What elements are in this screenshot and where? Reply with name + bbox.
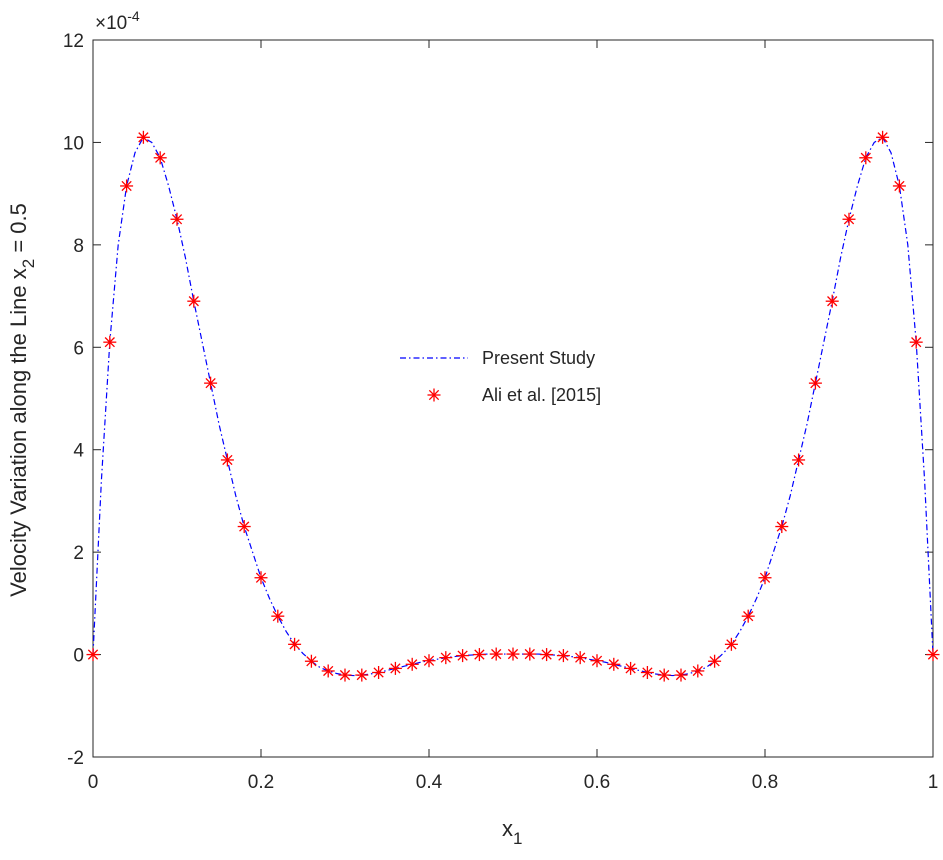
ali-2015-data-point	[304, 654, 318, 668]
x-tick-label: 0.6	[584, 772, 610, 793]
y-axis-label-prefix: Velocity Variation along the Line x	[6, 268, 31, 597]
ali-2015-data-point	[489, 647, 503, 661]
ali-2015-data-point	[825, 294, 839, 308]
ali-2015-data-point	[220, 453, 234, 467]
ali-2015-data-point	[842, 212, 856, 226]
ali-2015-data-point	[456, 649, 470, 663]
ali-2015-data-point	[775, 520, 789, 534]
y-axis-label-sub: 2	[19, 259, 38, 268]
y-exponent-label: ×10-4	[95, 8, 140, 34]
ali-2015-data-point	[708, 654, 722, 668]
ali-2015-data-point	[657, 668, 671, 682]
y-tick-label: 2	[73, 543, 84, 564]
ali-2015-data-point	[472, 648, 486, 662]
ali-2015-data-point	[103, 335, 117, 349]
ali-2015-data-point	[691, 664, 705, 678]
legend-label-ali: Ali et al. [2015]	[482, 385, 601, 405]
ali-2015-data-point	[204, 376, 218, 390]
y-tick-label: 6	[73, 338, 84, 359]
x-tick-label: 0.2	[248, 772, 274, 793]
ali-2015-data-point	[86, 648, 100, 662]
ali-2015-data-point	[758, 571, 772, 585]
ali-2015-data-point	[590, 654, 604, 668]
ali-2015-data-point	[607, 657, 621, 671]
ali-2015-data-point	[926, 648, 940, 662]
plot-series	[86, 130, 940, 682]
ali-2015-data-point	[288, 637, 302, 651]
ali-2015-data-point	[120, 179, 134, 193]
ali-2015-data-point	[741, 609, 755, 623]
ali-2015-data-point	[506, 647, 520, 661]
x-axis-label: x1	[502, 816, 522, 848]
legend-asterisk-marker	[427, 388, 441, 402]
x-axis-label-base: x	[502, 816, 513, 841]
legend-asterisk	[427, 388, 441, 402]
y-tick-label: 8	[73, 236, 84, 257]
y-exponent-sup: -4	[127, 8, 140, 24]
ali-2015-data-point	[422, 654, 436, 668]
axes-box	[92, 39, 934, 758]
y-axis-label: Velocity Variation along the Line x2 = 0…	[6, 203, 38, 597]
ali-2015-data-point	[170, 212, 184, 226]
ali-2015-data-point	[859, 151, 873, 165]
legend: Present Study Ali et al. [2015]	[400, 348, 601, 405]
ali-2015-data-point	[338, 668, 352, 682]
ali-2015-data-point	[355, 668, 369, 682]
ali-2015-data-point	[909, 335, 923, 349]
ali-2015-data-point	[523, 647, 537, 661]
series-present-study-line	[92, 136, 934, 677]
ali-2015-data-point	[540, 648, 554, 662]
y-tick-label: -2	[67, 748, 84, 769]
ali-2015-data-point	[372, 665, 386, 679]
y-tick-label: 12	[63, 31, 84, 52]
y-tick-label: 0	[73, 646, 84, 667]
ali-2015-data-point	[674, 668, 688, 682]
x-tick-label: 0.4	[416, 772, 443, 793]
y-exponent-base: ×10	[95, 13, 127, 34]
legend-label-present-study: Present Study	[482, 348, 595, 368]
ali-2015-data-point	[556, 649, 570, 663]
ali-2015-data-point	[892, 179, 906, 193]
ali-2015-data-point	[724, 637, 738, 651]
y-axis-ticks: -2 0 2 4 6 8 10 12	[63, 31, 933, 769]
ali-2015-data-point	[321, 664, 335, 678]
ali-2015-data-point	[271, 609, 285, 623]
ali-2015-data-point	[808, 376, 822, 390]
ali-2015-data-point	[405, 657, 419, 671]
x-axis-label-sub: 1	[513, 829, 522, 848]
x-tick-label: 0	[88, 772, 99, 793]
ali-2015-data-point	[187, 294, 201, 308]
ali-2015-data-point	[640, 665, 654, 679]
y-axis-label-suffix: = 0.5	[6, 203, 31, 259]
y-tick-label: 4	[73, 441, 84, 462]
ali-2015-data-point	[792, 453, 806, 467]
y-tick-label: 10	[63, 133, 84, 154]
ali-2015-data-point	[573, 651, 587, 665]
ali-2015-data-point	[237, 520, 251, 534]
ali-2015-data-point	[254, 571, 268, 585]
ali-2015-data-point	[136, 130, 150, 144]
x-tick-label: 1	[928, 772, 939, 793]
ali-2015-data-point	[439, 651, 453, 665]
ali-2015-data-point	[624, 661, 638, 675]
ali-2015-data-point	[876, 130, 890, 144]
ali-2015-data-point	[153, 151, 167, 165]
x-axis-ticks: 0 0.2 0.4 0.6 0.8 1	[88, 40, 939, 793]
axes-frame	[92, 39, 934, 758]
ali-2015-data-point	[388, 661, 402, 675]
x-tick-label: 0.8	[752, 772, 778, 793]
